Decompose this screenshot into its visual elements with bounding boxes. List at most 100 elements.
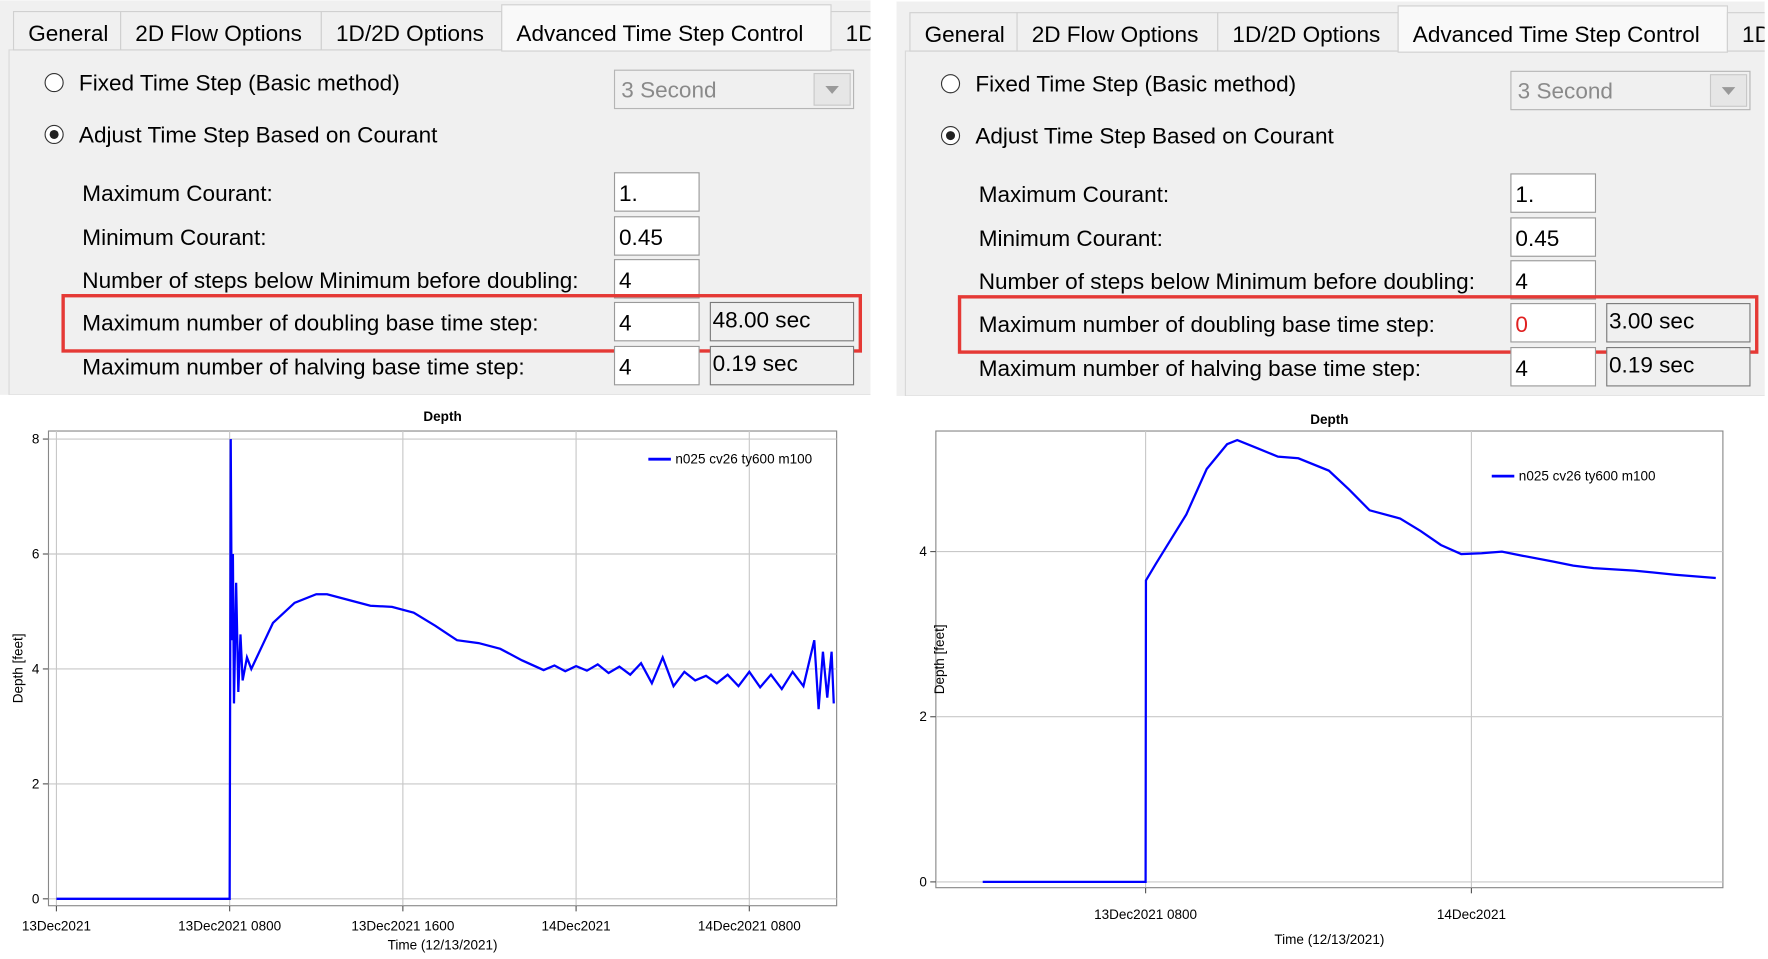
field-label: Maximum number of halving base time step… xyxy=(82,355,524,380)
tab-label: 1D/2D Options xyxy=(1232,22,1380,47)
result-box xyxy=(1606,347,1751,387)
field-label: Maximum Courant: xyxy=(979,182,1169,207)
tab[interactable] xyxy=(1016,12,1219,52)
x-tick-label: 13Dec2021 xyxy=(22,919,91,934)
legend-label: n025 cv26 ty600 m100 xyxy=(675,452,812,467)
text-input[interactable] xyxy=(613,172,700,212)
dropdown-value: 3 Second xyxy=(1518,78,1613,103)
text-input[interactable] xyxy=(1510,303,1597,343)
field-label: Maximum Courant: xyxy=(82,181,272,206)
text-input[interactable] xyxy=(613,259,700,299)
tab-label: 1D xyxy=(846,21,875,46)
y-axis-label: Depth [feet] xyxy=(932,624,947,694)
data-line xyxy=(982,438,1716,884)
y-tick-label: 4 xyxy=(32,661,40,676)
y-tick-label: 6 xyxy=(32,547,40,562)
y-axis-label: Depth [feet] xyxy=(11,633,26,703)
x-axis-label: Time (12/13/2021) xyxy=(1274,932,1384,947)
text-input[interactable] xyxy=(1510,260,1597,300)
tab[interactable] xyxy=(909,12,1018,52)
radio-label: Adjust Time Step Based on Courant xyxy=(79,122,438,147)
x-tick-label: 13Dec2021 1600 xyxy=(351,919,454,934)
tab-label: Advanced Time Step Control xyxy=(1413,22,1700,47)
tab-label: 2D Flow Options xyxy=(1032,22,1199,47)
settings-panel: General 2D Flow Options 1D/2D Options Advan… xyxy=(896,1,1768,397)
plot-area xyxy=(935,430,1724,889)
text-input[interactable] xyxy=(613,345,700,386)
text-input[interactable] xyxy=(1510,217,1597,257)
legend-label: n025 cv26 ty600 m100 xyxy=(1519,469,1656,484)
radio-button[interactable] xyxy=(940,74,961,94)
field-value: 0.45 xyxy=(1515,226,1559,251)
y-tick-label: 2 xyxy=(919,709,927,724)
highlight-box xyxy=(957,295,1759,354)
tab[interactable] xyxy=(320,11,503,51)
tab[interactable] xyxy=(1217,12,1399,52)
field-label: Maximum number of doubling base time ste… xyxy=(979,312,1435,337)
result-value: 0.19 sec xyxy=(713,351,798,376)
y-tick-label: 0 xyxy=(919,874,927,889)
tab[interactable] xyxy=(120,11,322,51)
tab-label: Advanced Time Step Control xyxy=(516,21,803,46)
result-box xyxy=(1606,303,1751,343)
radio-dot xyxy=(49,129,59,139)
result-value: 3.00 sec xyxy=(1609,308,1694,333)
field-value: 4 xyxy=(619,268,632,293)
x-tick-label: 14Dec2021 xyxy=(542,919,611,934)
field-value: 4 xyxy=(619,355,632,380)
settings-panel: General 2D Flow Options 1D/2D Options Advan… xyxy=(0,0,876,395)
radio-button[interactable] xyxy=(44,73,64,93)
field-label: Number of steps below Minimum before dou… xyxy=(82,268,578,293)
field-value: 1. xyxy=(619,181,638,206)
tab-label: 2D Flow Options xyxy=(135,21,302,46)
x-tick-label: 14Dec2021 xyxy=(1437,907,1506,922)
result-value: 48.00 sec xyxy=(713,307,811,332)
chart-title: Depth xyxy=(423,409,461,424)
x-tick-label: 13Dec2021 0800 xyxy=(1094,907,1197,922)
text-input[interactable] xyxy=(613,216,700,256)
highlight-box xyxy=(61,294,863,353)
tab-label: General xyxy=(925,22,1005,47)
radio-label: Fixed Time Step (Basic method) xyxy=(79,70,400,95)
radio-label: Adjust Time Step Based on Courant xyxy=(975,123,1334,148)
tab-label: General xyxy=(28,21,108,46)
result-value: 0.19 sec xyxy=(1609,352,1694,377)
data-line xyxy=(56,439,835,900)
tab-label: 1D/2D Options xyxy=(336,21,484,46)
radio-label: Fixed Time Step (Basic method) xyxy=(975,72,1296,97)
field-value: 0 xyxy=(1515,312,1528,337)
result-box xyxy=(709,301,855,342)
y-tick-label: 2 xyxy=(32,776,40,791)
text-input[interactable] xyxy=(1510,347,1597,387)
text-input[interactable] xyxy=(613,301,700,342)
field-value: 4 xyxy=(619,311,632,336)
y-tick-label: 8 xyxy=(32,432,40,447)
tab-label: 1D xyxy=(1742,22,1768,47)
plot-area xyxy=(47,430,838,907)
field-label: Minimum Courant: xyxy=(82,225,266,250)
radio-dot xyxy=(946,131,956,141)
field-value: 4 xyxy=(1515,356,1528,381)
field-label: Maximum number of halving base time step… xyxy=(979,356,1421,381)
text-input[interactable] xyxy=(1510,173,1597,213)
y-tick-label: 4 xyxy=(919,544,927,559)
y-tick-label: 0 xyxy=(32,891,40,906)
tab[interactable] xyxy=(830,11,876,51)
field-label: Number of steps below Minimum before dou… xyxy=(979,269,1475,294)
field-label: Minimum Courant: xyxy=(979,226,1163,251)
x-axis-label: Time (12/13/2021) xyxy=(388,938,498,953)
tab[interactable] xyxy=(1726,12,1768,52)
field-value: 4 xyxy=(1515,269,1528,294)
field-value: 0.45 xyxy=(619,225,663,250)
dropdown-arrow xyxy=(825,85,839,94)
dropdown-value: 3 Second xyxy=(621,77,716,102)
chart-title: Depth xyxy=(1310,412,1348,427)
x-tick-label: 14Dec2021 0800 xyxy=(698,919,801,934)
dropdown-arrow xyxy=(1721,87,1736,96)
field-value: 1. xyxy=(1515,182,1534,207)
result-box xyxy=(709,345,855,386)
field-label: Maximum number of doubling base time ste… xyxy=(82,311,538,336)
x-tick-label: 13Dec2021 0800 xyxy=(178,919,281,934)
